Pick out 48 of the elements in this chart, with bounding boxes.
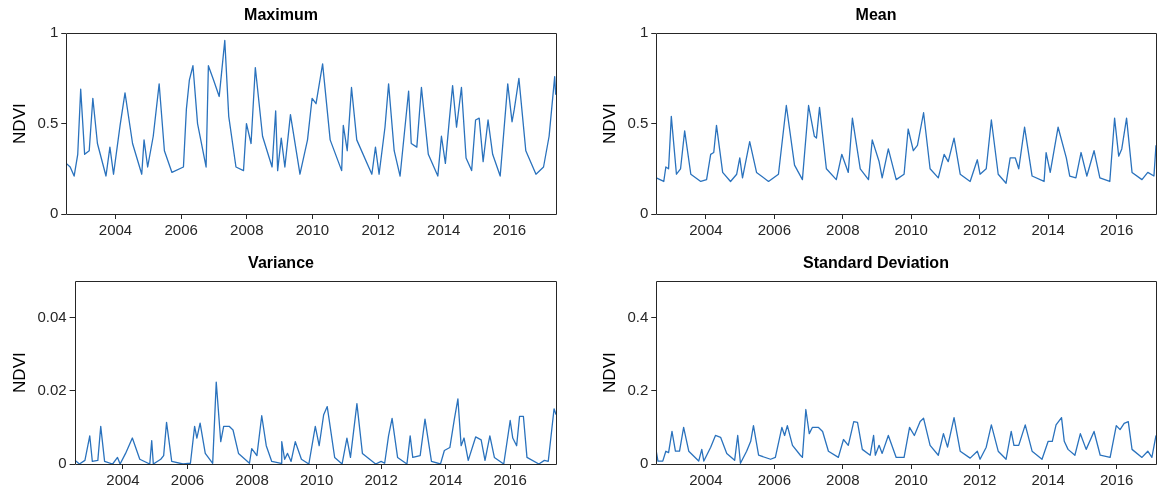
x-tick-label: 2008	[826, 221, 860, 239]
x-tick-label: 2014	[427, 221, 461, 239]
x-tick-label: 2012	[963, 471, 997, 489]
y-tick-label: 0	[49, 204, 59, 222]
x-tick-label: 2014	[1031, 471, 1065, 489]
x-tick-label: 2008	[826, 471, 860, 489]
x-tick-label: 2006	[164, 221, 198, 239]
x-tick-label: 2010	[299, 471, 334, 489]
x-tick-label: 2014	[1031, 221, 1065, 239]
x-tick-label: 2010	[295, 221, 330, 239]
y-tick-label: 1	[639, 23, 649, 41]
y-tick-label: 0.4	[627, 307, 649, 325]
y-axis-title: NDVI	[9, 352, 29, 393]
y-tick-label: 0	[58, 454, 67, 472]
x-tick-label: 2016	[1099, 471, 1134, 489]
y-tick-label: 0.2	[627, 381, 649, 399]
x-tick-label: 2016	[493, 471, 527, 489]
x-tick-label: 2012	[361, 221, 395, 239]
x-tick-label: 2006	[757, 221, 792, 239]
x-tick-label: 2012	[364, 471, 398, 489]
x-tick-label: 2016	[492, 221, 527, 239]
y-tick-label: 1	[49, 23, 59, 41]
y-axis-title: NDVI	[599, 352, 619, 393]
x-tick-label: 2004	[689, 221, 723, 239]
x-tick-label: 2010	[894, 221, 928, 239]
x-tick-label: 2004	[689, 471, 723, 489]
y-tick-label: 0.02	[37, 381, 67, 399]
x-tick-label: 2014	[428, 471, 463, 489]
x-tick-label: 2012	[963, 221, 997, 239]
x-tick-label: 2016	[1099, 221, 1134, 239]
y-tick-label: 0	[639, 204, 649, 222]
y-tick-label: 0.5	[627, 113, 649, 131]
y-axis-title: NDVI	[599, 103, 619, 144]
y-tick-label: 0	[639, 454, 649, 472]
y-axis-title: NDVI	[9, 103, 29, 144]
chart-title: Maximum	[244, 6, 318, 24]
x-tick-label: 2004	[106, 471, 140, 489]
chart-title: Standard Deviation	[803, 254, 949, 272]
x-tick-label: 2004	[98, 221, 133, 239]
y-tick-label: 0.04	[37, 307, 67, 325]
chart-title: Variance	[248, 254, 315, 272]
y-tick-label: 0.5	[37, 113, 59, 131]
x-tick-label: 2010	[894, 471, 928, 489]
chart-title: Mean	[855, 6, 897, 24]
x-tick-label: 2006	[757, 471, 792, 489]
x-tick-label: 2006	[170, 471, 205, 489]
x-tick-label: 2008	[230, 221, 264, 239]
x-tick-label: 2008	[235, 471, 269, 489]
